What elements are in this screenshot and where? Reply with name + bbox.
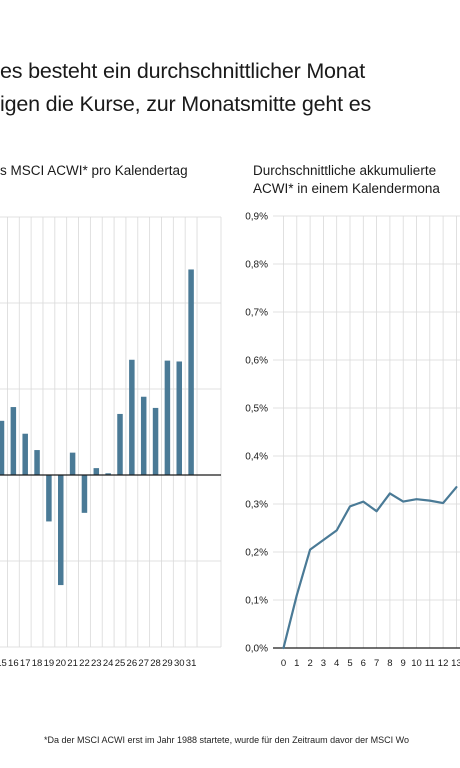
- right-series-line: [282, 486, 458, 650]
- right-y-tick-label: 0,3%: [245, 500, 268, 511]
- right-chart-subtitle-line-2: ACWI* in einem Kalendermona: [253, 181, 440, 196]
- bar: [188, 269, 194, 475]
- right-y-tick-label: 0,0%: [245, 644, 268, 655]
- bar: [0, 420, 5, 475]
- bar: [93, 468, 100, 475]
- bar: [58, 475, 64, 586]
- right-chart-subtitle: Durchschnittliche akkumulierte ACWI* in …: [253, 162, 440, 198]
- left-x-tick-label: 26: [127, 658, 138, 669]
- right-x-tick-label: 11: [425, 658, 435, 669]
- right-y-tick-label: 0,2%: [245, 548, 268, 559]
- right-x-tick-label: 6: [361, 658, 366, 669]
- left-chart-subtitle: s MSCI ACWI* pro Kalendertag: [0, 163, 188, 178]
- right-x-tick-label: 9: [401, 658, 406, 669]
- left-x-tick-label: 16: [8, 658, 19, 669]
- right-x-tick-label: 1: [294, 658, 299, 669]
- right-x-tick-label: 2: [307, 658, 312, 669]
- left-x-tick-label: 24: [103, 658, 114, 669]
- headline-line-2: igen die Kurse, zur Monatsmitte geht es: [0, 92, 372, 116]
- bar: [105, 473, 111, 475]
- right-x-tick-label: 10: [411, 658, 422, 669]
- left-x-tick-label: 30: [174, 658, 185, 669]
- bar: [176, 361, 182, 475]
- left-x-tick-label: 18: [32, 658, 43, 669]
- right-x-tick-label: 0: [281, 658, 286, 669]
- bar: [164, 360, 171, 475]
- right-x-tick-label: 13: [451, 658, 460, 669]
- bar: [117, 413, 123, 475]
- right-y-tick-label: 0,6%: [245, 356, 268, 367]
- right-y-tick-label: 0,9%: [245, 212, 268, 223]
- right-x-tick-label: 7: [374, 658, 379, 669]
- bar: [46, 475, 52, 522]
- bar: [129, 359, 135, 475]
- left-x-tick-label: 17: [20, 658, 31, 669]
- right-x-tick-label: 4: [334, 658, 339, 669]
- right-y-tick-label: 0,8%: [245, 260, 268, 271]
- bar: [22, 433, 28, 475]
- left-x-tick-label: 22: [79, 658, 90, 669]
- left-bar-chart: 1516171819202122232425262728293031: [0, 216, 222, 669]
- right-chart-subtitle-line-1: Durchschnittliche akkumulierte: [253, 163, 437, 178]
- left-x-tick-label: 28: [150, 658, 161, 669]
- left-x-tick-label: 20: [55, 658, 66, 669]
- right-y-tick-label: 0,7%: [245, 308, 268, 319]
- right-y-tick-label: 0,4%: [245, 452, 268, 463]
- right-x-tick-label: 3: [321, 658, 326, 669]
- right-x-tick-label: 8: [387, 658, 392, 669]
- headline-line-1: es besteht ein durchschnittlicher Monat: [0, 59, 366, 83]
- right-line-chart: 0,0% 0,1% 0,2% 0,3% 0,4% 0,5% 0,6% 0,7% 0,8% 0,9%…: [245, 212, 460, 669]
- left-x-tick-label: 15: [0, 658, 7, 669]
- bar: [152, 407, 159, 475]
- bar: [34, 450, 40, 475]
- left-x-tick-label: 27: [138, 658, 149, 669]
- right-x-tick-label: 5: [347, 658, 352, 669]
- right-y-tick-label: 0,5%: [245, 404, 268, 415]
- left-x-tick-label: 31: [186, 658, 197, 669]
- bar: [81, 475, 88, 513]
- left-x-tick-label: 19: [44, 658, 55, 669]
- footnote: *Da der MSCI ACWI erst im Jahr 1988 star…: [44, 735, 409, 745]
- left-x-tick-label: 25: [115, 658, 126, 669]
- left-x-tick-label: 29: [162, 658, 173, 669]
- right-y-tick-label: 0,1%: [245, 596, 268, 607]
- bar: [140, 396, 147, 475]
- left-x-tick-label: 23: [91, 658, 102, 669]
- bar: [10, 407, 17, 475]
- right-x-tick-label: 12: [438, 658, 449, 669]
- left-x-tick-label: 21: [67, 658, 78, 669]
- bar: [69, 452, 76, 475]
